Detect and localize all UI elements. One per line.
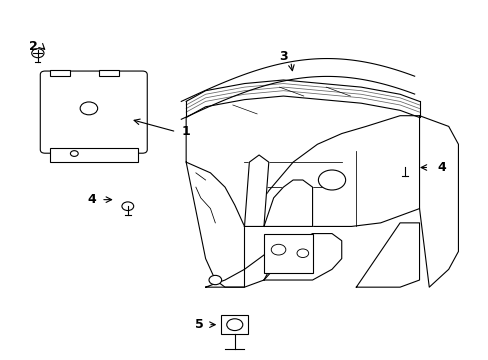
Circle shape: [122, 202, 133, 211]
Circle shape: [398, 163, 410, 171]
Polygon shape: [356, 223, 419, 287]
Text: 2: 2: [29, 40, 37, 53]
Circle shape: [32, 49, 44, 58]
Bar: [50, 148, 137, 162]
Circle shape: [208, 275, 221, 285]
Text: 1: 1: [182, 125, 190, 138]
FancyBboxPatch shape: [40, 71, 147, 153]
Bar: [50, 71, 70, 76]
Polygon shape: [264, 180, 312, 226]
Polygon shape: [264, 234, 341, 280]
Polygon shape: [186, 117, 244, 287]
Circle shape: [271, 244, 285, 255]
Bar: [99, 71, 119, 76]
Polygon shape: [419, 116, 458, 287]
Text: 5: 5: [195, 318, 203, 331]
Bar: [264, 234, 312, 273]
Bar: [221, 315, 247, 334]
Circle shape: [80, 102, 98, 115]
Circle shape: [70, 151, 78, 156]
Text: 3: 3: [279, 50, 287, 63]
Polygon shape: [244, 116, 419, 226]
Polygon shape: [205, 241, 292, 287]
Polygon shape: [244, 155, 268, 226]
Circle shape: [318, 170, 345, 190]
Circle shape: [226, 319, 243, 330]
Text: 4: 4: [436, 161, 445, 174]
Circle shape: [296, 249, 308, 257]
Text: 4: 4: [87, 193, 96, 206]
